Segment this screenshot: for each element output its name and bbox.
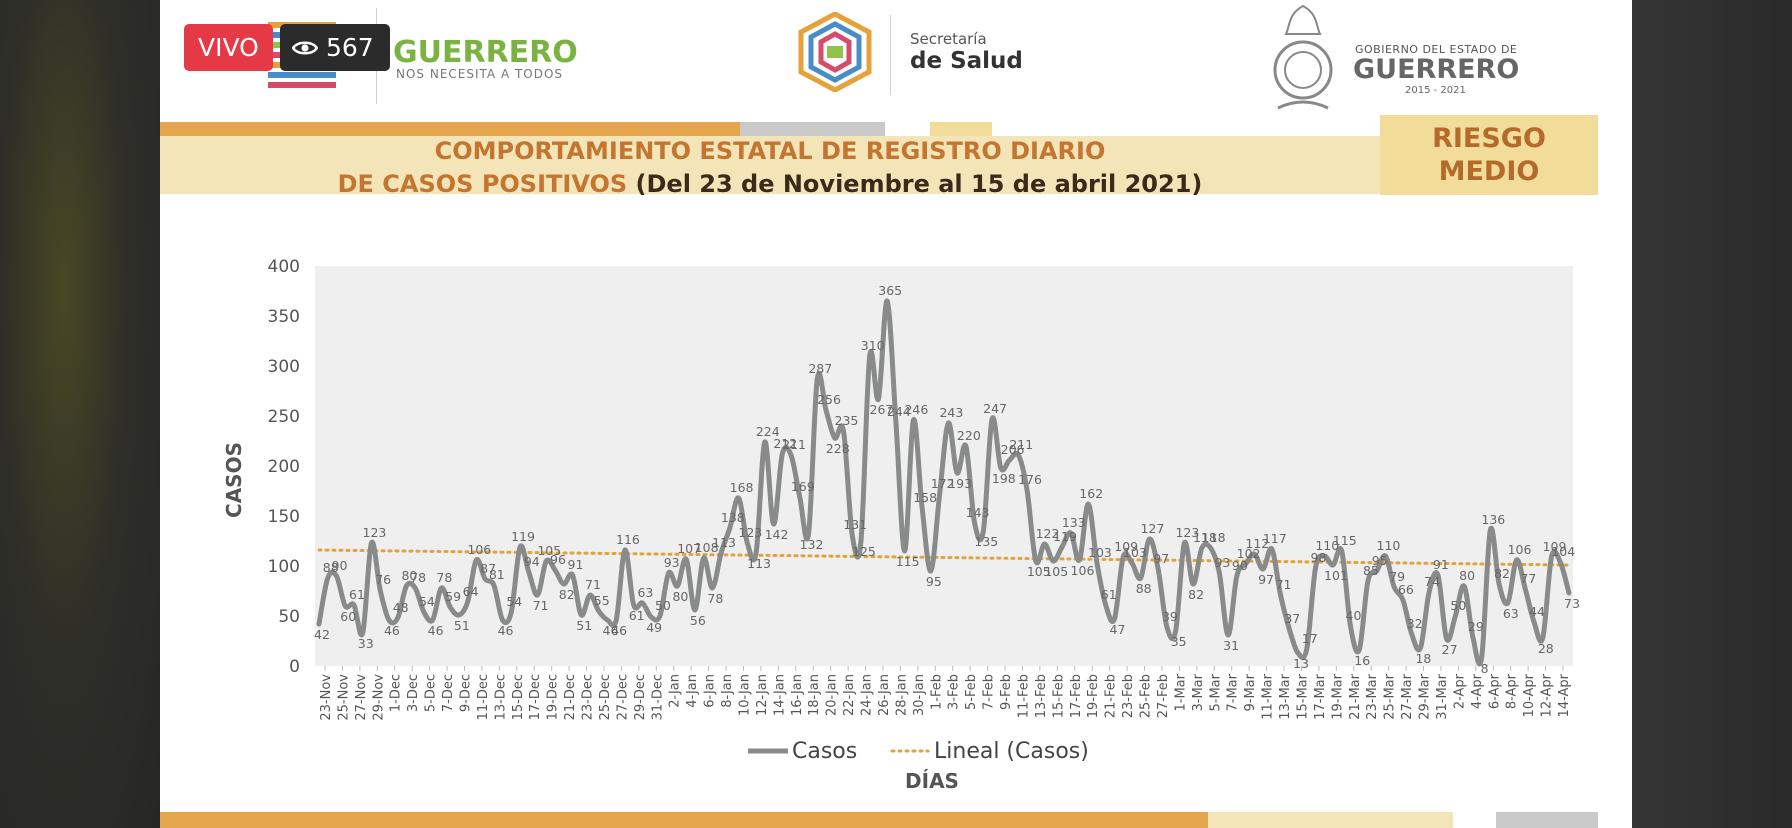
background-right — [1632, 0, 1792, 828]
accent-bar-orange — [160, 122, 740, 136]
accent-bar-yellow — [930, 122, 992, 136]
gobierno-line2: GUERRERO — [1353, 54, 1520, 85]
gobierno-years: 2015 - 2021 — [1405, 85, 1466, 96]
footer-bar-yellow — [1208, 812, 1453, 828]
footer-bar-orange — [160, 812, 1208, 828]
chart-title-line2: DE CASOS POSITIVOS (Del 23 de Noviembre … — [160, 168, 1380, 201]
chart-title-line2-b: (Del 23 de Noviembre al 15 de abril 2021… — [635, 170, 1203, 198]
footer-bar-gray — [1496, 812, 1598, 828]
salud-emblem-logo — [798, 12, 872, 92]
eye-icon — [292, 41, 318, 54]
risk-line2: MEDIO — [1438, 156, 1540, 187]
title-band — [160, 136, 1380, 194]
risk-line1: RIESGO — [1432, 123, 1546, 154]
salud-line2: de Salud — [910, 48, 1023, 74]
guerrero-logo-tagline: NOS NECESITA A TODOS — [396, 67, 564, 81]
viewer-count: 567 — [326, 33, 374, 62]
chart-title: COMPORTAMIENTO ESTATAL DE REGISTRO DIARI… — [160, 135, 1380, 201]
chart-title-line2-a: DE CASOS POSITIVOS — [337, 170, 628, 198]
risk-level-badge: RIESGO MEDIO — [1380, 115, 1598, 195]
gobierno-seal-logo — [1273, 4, 1333, 110]
salud-line1: Secretaría — [910, 30, 987, 48]
guerrero-logo-title: GUERRERO — [393, 35, 578, 70]
chart-title-line1: COMPORTAMIENTO ESTATAL DE REGISTRO DIARI… — [434, 137, 1106, 165]
salud-divider — [890, 15, 891, 95]
live-badge: VIVO — [184, 24, 273, 71]
viewer-count-badge: 567 — [280, 24, 390, 71]
gobierno-line1: GOBIERNO DEL ESTADO DE — [1355, 43, 1518, 56]
accent-bar-gray — [740, 122, 885, 136]
background-left — [0, 0, 160, 828]
